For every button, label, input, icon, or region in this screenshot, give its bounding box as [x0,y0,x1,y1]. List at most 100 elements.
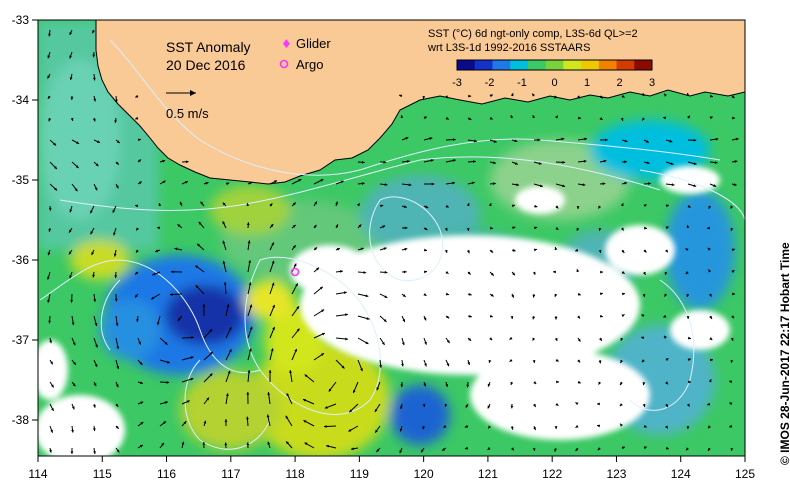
velocity-vector [93,447,96,455]
velocity-vector [47,73,51,79]
velocity-vector [445,337,450,344]
velocity-vector [379,183,388,187]
velocity-vector [599,337,603,342]
velocity-vector [575,447,579,452]
velocity-vector [577,315,581,319]
velocity-vector [730,227,734,232]
lon-tick-label: 123 [606,467,626,481]
velocity-vector [532,447,536,452]
velocity-vector [291,244,296,251]
velocity-vector [643,424,647,428]
velocity-vector [289,370,293,383]
velocity-vector [687,358,691,362]
velocity-vector [511,447,515,451]
velocity-vector [225,182,230,186]
velocity-vector [71,161,79,169]
velocity-vector [665,403,669,408]
velocity-vector [181,160,189,164]
velocity-vector [576,205,580,210]
velocity-vector [423,182,435,186]
velocity-vector [68,249,73,255]
velocity-vector [441,447,447,452]
argo-marker [290,267,300,277]
velocity-vector [665,249,669,253]
velocity-vector [112,205,117,213]
velocity-vector [68,227,73,233]
velocity-vector [181,420,187,427]
colorbar-tick-label: 3 [649,77,655,89]
velocity-vector [400,114,404,119]
velocity-vector [181,400,190,405]
velocity-vector [533,226,538,230]
velocity-vector [555,137,565,141]
velocity-vector [510,315,514,320]
velocity-vector [291,224,297,229]
legend-argo-label: Argo [296,57,323,72]
velocity-vector [181,356,194,361]
velocity-vector [48,205,52,211]
velocity-vector [511,293,515,298]
velocity-vector [203,420,207,427]
velocity-vector [731,137,739,141]
velocity-vector [150,293,161,300]
velocity-vector [198,221,205,229]
velocity-vector [729,402,733,406]
lon-tick-label: 115 [93,467,112,481]
velocity-vector [195,284,205,295]
velocity-vector [554,337,558,342]
velocity-vector [555,160,566,164]
velocity-vector [708,269,712,273]
velocity-vector [599,95,604,99]
velocity-vector [49,447,52,453]
velocity-vector [731,160,738,163]
colorbar: -3 -2 -1 0 1 2 3 [452,59,655,89]
velocity-vector [93,161,99,167]
velocity-vector [357,202,360,207]
velocity-vector [169,293,183,296]
colorbar-segment [510,60,529,70]
velocity-vector [400,403,403,410]
velocity-scale-label: 0.5 m/s [166,106,209,121]
velocity-vector [686,425,690,430]
velocity-vector [599,314,604,318]
velocity-vector [620,359,623,364]
velocity-vector [313,267,320,273]
velocity-vector [269,180,278,185]
velocity-vector [445,271,449,275]
velocity-vector [533,183,543,188]
velocity-vector [687,115,691,119]
velocity-vector [324,403,337,409]
velocity-vector [246,222,250,229]
velocity-vector [135,227,139,231]
velocity-vector [269,304,275,317]
colorbar-tick-label: 0 [551,77,557,89]
velocity-vector [69,29,73,36]
velocity-vector [115,161,120,165]
velocity-vector [203,397,210,405]
velocity-vector [445,159,456,163]
velocity-vector [708,205,712,209]
velocity-vector [687,204,691,208]
velocity-vector [445,381,449,388]
velocity-vector [707,425,711,429]
velocity-vector [379,225,386,229]
velocity-vector [398,94,403,98]
velocity-vector [599,159,607,163]
legend: ♦ Glider Argo [279,36,331,72]
velocity-vector [302,398,315,405]
velocity-vector [137,444,144,449]
velocity-vector [47,95,51,100]
velocity-vector [71,403,75,410]
velocity-vector [487,403,491,409]
colorbar-segment [616,60,635,70]
velocity-vector [423,315,427,321]
velocity-vector [376,447,381,453]
velocity-vector [49,183,58,191]
velocity-vector [203,373,213,383]
velocity-vector [488,359,492,364]
velocity-vector [177,223,183,229]
velocity-vector [224,419,228,427]
velocity-vector [181,441,185,449]
velocity-vector [71,315,75,326]
velocity-vector [687,336,692,340]
